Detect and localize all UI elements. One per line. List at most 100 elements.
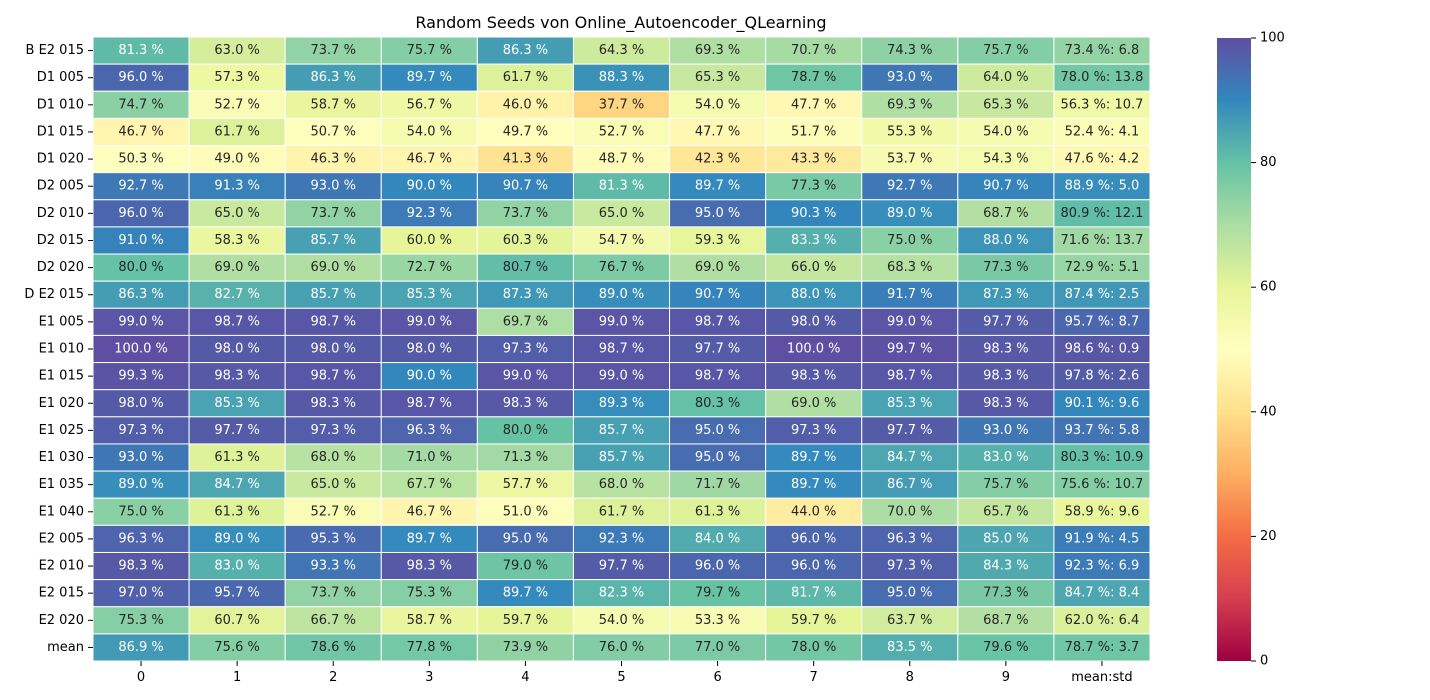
heatmap-cell xyxy=(380,145,478,174)
heatmap-cell xyxy=(92,199,190,228)
y-tick-label: D2 005 xyxy=(37,179,84,194)
heatmap-cell-label: 92.3 %: 6.9 xyxy=(1065,559,1140,574)
heatmap-cell xyxy=(572,579,671,608)
colorbar-tick-label: 40 xyxy=(1260,404,1277,419)
heatmap-cell-label: 89.7 % xyxy=(695,179,740,194)
heatmap-cell xyxy=(188,389,286,418)
heatmap-cell xyxy=(669,579,767,608)
heatmap-cell-label: 37.7 % xyxy=(599,97,644,112)
heatmap-cell xyxy=(669,226,767,255)
heatmap-cell-label: 88.0 % xyxy=(791,287,836,302)
heatmap-cell-label: 97.7 % xyxy=(983,314,1028,329)
heatmap-cell-label: 56.7 % xyxy=(407,97,452,112)
heatmap-cell-label: 90.0 % xyxy=(407,179,452,194)
x-tick-label: 2 xyxy=(329,670,337,685)
y-tick-label: E1 030 xyxy=(39,450,84,465)
heatmap-cell-label: 82.7 % xyxy=(214,287,259,302)
heatmap-cell-label: 100.0 % xyxy=(114,342,168,357)
heatmap-cell-label: 57.7 % xyxy=(503,477,548,492)
heatmap-cell-label: 92.7 % xyxy=(887,179,932,194)
heatmap-cell xyxy=(380,524,478,553)
heatmap-cell-label: 98.0 % xyxy=(407,342,452,357)
heatmap-cell xyxy=(1053,524,1151,553)
heatmap-cell-label: 99.7 % xyxy=(887,342,932,357)
heatmap-cell-label: 96.0 % xyxy=(118,206,163,221)
heatmap-cell-label: 97.8 %: 2.6 xyxy=(1065,369,1140,384)
heatmap-cell xyxy=(957,551,1055,581)
heatmap-cell-label: 98.0 % xyxy=(118,396,163,411)
heatmap-cell-label: 88.3 % xyxy=(599,70,644,85)
heatmap-cell-label: 89.0 % xyxy=(599,287,644,302)
heatmap-cell-label: 42.3 % xyxy=(695,152,740,167)
heatmap-cell xyxy=(476,606,574,635)
heatmap-cell-label: 85.7 % xyxy=(599,450,644,465)
heatmap-cell xyxy=(476,307,574,336)
heatmap-cell xyxy=(957,524,1055,553)
heatmap-cell-label: 97.7 % xyxy=(599,559,644,574)
heatmap-cell-label: 63.7 % xyxy=(887,613,932,628)
colorbar-tick-label: 0 xyxy=(1260,654,1268,669)
heatmap-cell xyxy=(1053,36,1151,65)
heatmap-cell xyxy=(476,226,574,255)
heatmap-cell xyxy=(765,253,863,282)
heatmap-cell-label: 99.0 % xyxy=(599,314,644,329)
heatmap-cell-label: 77.8 % xyxy=(407,640,452,655)
heatmap-cell xyxy=(765,579,863,608)
heatmap-cell-label: 75.7 % xyxy=(407,43,452,58)
heatmap-cell xyxy=(669,253,767,282)
heatmap-cell xyxy=(1053,63,1151,92)
heatmap-cell xyxy=(284,63,382,92)
heatmap-cell-label: 63.0 % xyxy=(214,43,259,58)
heatmap-cell-label: 98.3 % xyxy=(214,369,259,384)
heatmap-cell-label: 69.0 % xyxy=(695,260,740,275)
heatmap-cell xyxy=(92,63,190,92)
heatmap-cell xyxy=(92,226,190,255)
heatmap-cell xyxy=(284,606,382,635)
heatmap-cell-label: 95.0 % xyxy=(695,206,740,221)
heatmap-cell-label: 49.7 % xyxy=(503,124,548,139)
heatmap-cell-label: 53.3 % xyxy=(695,613,740,628)
heatmap-cell-label: 46.7 % xyxy=(407,504,452,519)
heatmap-cell-label: 83.0 % xyxy=(214,559,259,574)
heatmap-cell-label: 52.7 % xyxy=(311,504,356,519)
x-tick-label: 9 xyxy=(1002,670,1010,685)
heatmap-cell-label: 61.3 % xyxy=(214,450,259,465)
heatmap-cell-label: 75.7 % xyxy=(983,477,1028,492)
heatmap-cell-label: 84.0 % xyxy=(695,531,740,546)
heatmap-cell-label: 46.7 % xyxy=(118,124,163,139)
heatmap-cell xyxy=(957,145,1055,174)
heatmap-cell-label: 90.1 %: 9.6 xyxy=(1065,396,1140,411)
heatmap-cell-label: 85.3 % xyxy=(214,396,259,411)
heatmap-cell-label: 72.9 %: 5.1 xyxy=(1065,260,1140,275)
heatmap-cell-label: 46.3 % xyxy=(311,152,356,167)
heatmap-cell xyxy=(572,63,671,92)
heatmap-cell-label: 78.0 % xyxy=(791,640,836,655)
heatmap-cell xyxy=(669,117,767,147)
heatmap-cell-label: 79.6 % xyxy=(983,640,1028,655)
heatmap-cell-label: 76.0 % xyxy=(599,640,644,655)
heatmap-cell-label: 93.7 %: 5.8 xyxy=(1065,423,1140,438)
heatmap-cell xyxy=(765,389,863,418)
heatmap-cell-label: 86.3 % xyxy=(311,70,356,85)
heatmap-cell xyxy=(669,90,767,119)
heatmap-cell-label: 65.0 % xyxy=(311,477,356,492)
heatmap-cell xyxy=(284,253,382,282)
y-tick-label: D E2 015 xyxy=(24,287,84,302)
heatmap-cell-label: 98.7 % xyxy=(695,314,740,329)
heatmap-cell xyxy=(188,36,286,65)
heatmap-cell-label: 89.7 % xyxy=(407,531,452,546)
heatmap-cell-label: 99.3 % xyxy=(118,369,163,384)
heatmap-cell-label: 80.0 % xyxy=(118,260,163,275)
heatmap-cell xyxy=(957,199,1055,228)
heatmap-cell-label: 98.7 % xyxy=(695,369,740,384)
heatmap-cell xyxy=(861,199,959,228)
heatmap-cell-label: 86.3 % xyxy=(118,287,163,302)
heatmap-cell xyxy=(957,117,1055,147)
heatmap-cell xyxy=(476,633,574,662)
heatmap-cell xyxy=(1053,90,1151,119)
heatmap-cell xyxy=(765,606,863,635)
heatmap-cell-label: 58.7 % xyxy=(311,97,356,112)
heatmap-cell xyxy=(284,280,382,309)
x-tick-label: 4 xyxy=(521,670,529,685)
